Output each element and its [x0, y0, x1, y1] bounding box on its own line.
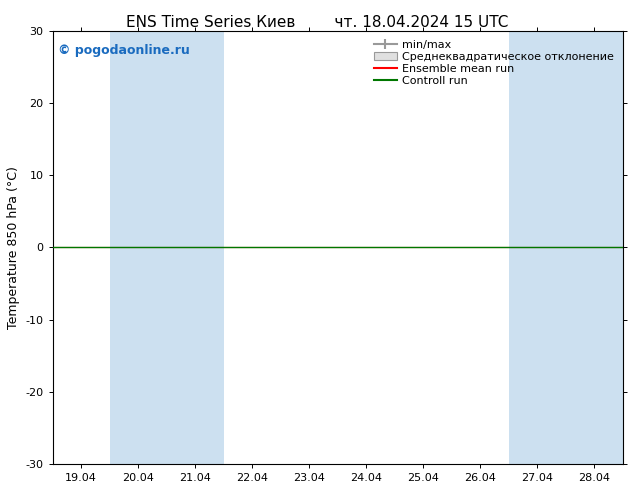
Text: ENS Time Series Киев        чт. 18.04.2024 15 UTC: ENS Time Series Киев чт. 18.04.2024 15 U…	[126, 15, 508, 30]
Bar	[509, 31, 623, 464]
Y-axis label: Temperature 850 hPa (°C): Temperature 850 hPa (°C)	[7, 166, 20, 329]
Legend: min/max, Среднеквадратическое отклонение, Ensemble mean run, Controll run: min/max, Среднеквадратическое отклонение…	[371, 36, 618, 90]
Text: © pogodaonline.ru: © pogodaonline.ru	[58, 44, 190, 57]
Bar	[110, 31, 224, 464]
